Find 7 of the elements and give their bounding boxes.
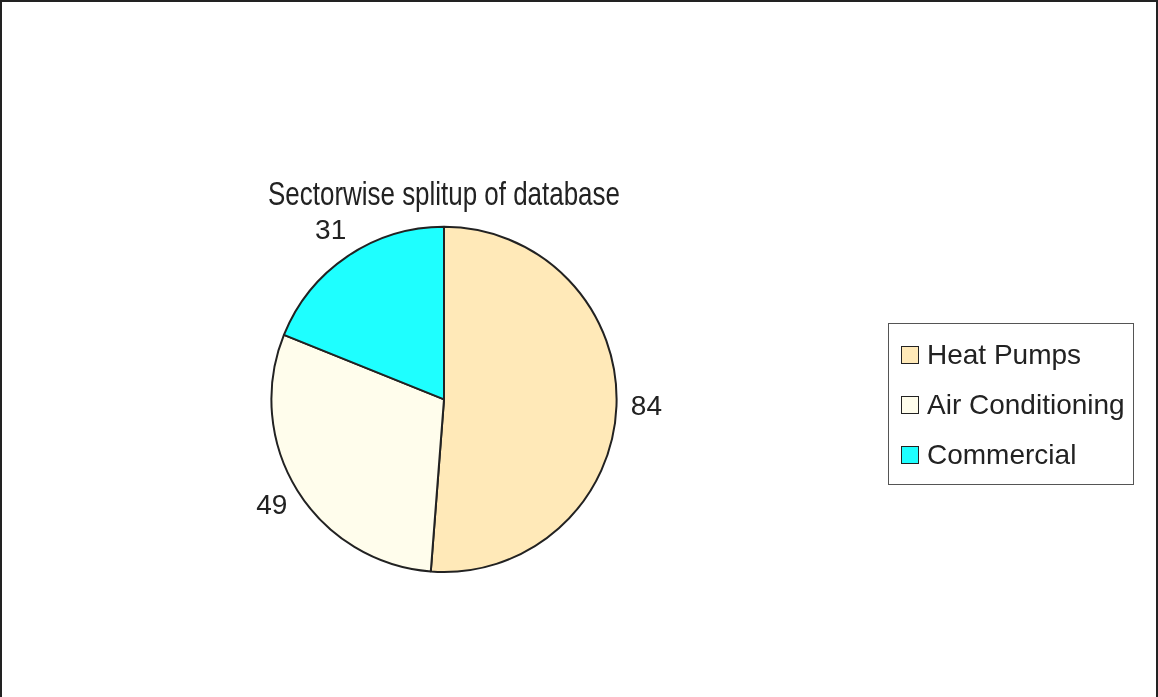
legend-label: Commercial: [927, 439, 1077, 471]
data-label: 84: [630, 389, 663, 421]
chart-title: Sectorwise splitup of database: [268, 174, 620, 212]
legend-label: Air Conditioning: [927, 389, 1125, 421]
legend-label: Heat Pumps: [927, 339, 1082, 371]
data-label: 31: [315, 214, 347, 246]
data-label: 49: [256, 488, 288, 520]
